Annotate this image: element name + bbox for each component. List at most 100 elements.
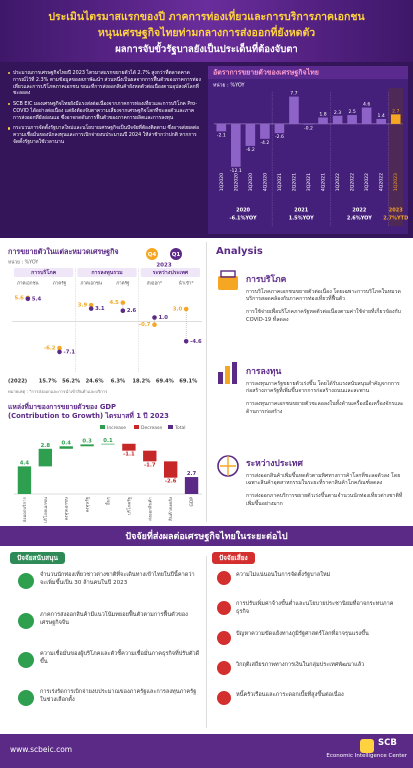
- value-label: 1.4: [378, 113, 385, 119]
- value-label: -4.6: [190, 339, 202, 345]
- x-tick-label: 1Q2023: [393, 173, 399, 191]
- x-tick-label: ภาคเอกชน: [80, 281, 102, 287]
- dot: [183, 306, 189, 312]
- x-tick-label: 4Q2021: [321, 173, 327, 191]
- outlook-title: ปัจจัยที่ส่งผลต่อเศรษฐกิจไทยในระยะต่อไป: [125, 532, 288, 542]
- analysis-title: Analysis: [216, 246, 263, 257]
- x-tick-label: ภาครัฐ: [53, 281, 67, 287]
- value-label: 0.3: [82, 438, 92, 444]
- bar: [216, 123, 227, 132]
- value-label: 2.6: [127, 308, 137, 314]
- support-item: การเร่งรัดการเบิกจ่ายงบประมาณของภาครัฐแล…: [40, 689, 197, 703]
- analysis-heading: การบริโภค: [246, 275, 287, 285]
- bar: [17, 466, 32, 494]
- chart-title: การขยายตัวในแต่ละหมวดเศรษฐกิจ: [8, 247, 119, 257]
- x-tick-label: บริโภคเอกชน: [42, 497, 49, 523]
- risk-item: วิกฤติเสถียรภาพทางการเงินในกลุ่มประเทศพั…: [236, 662, 365, 668]
- bar: [143, 450, 157, 462]
- icon-investment: [218, 362, 237, 384]
- annual-label: 1.5%YOY: [289, 216, 314, 222]
- value-label: 5.6: [14, 295, 24, 301]
- value-label: 2.3: [334, 110, 341, 116]
- year-label: 2023: [389, 208, 403, 214]
- value-label: -4.2: [260, 140, 269, 146]
- bar: [101, 443, 115, 445]
- x-tick-label: อื่นๆ: [105, 496, 112, 505]
- value-label: -12.1: [230, 168, 242, 174]
- x-tick-label: 1Q2022: [335, 173, 341, 191]
- value-label: 1.0: [159, 315, 169, 321]
- value-label: 4.5: [109, 300, 119, 306]
- footer-url: www.scbeic.com: [10, 745, 73, 754]
- dot: [120, 308, 126, 314]
- value-label: 3.9: [78, 303, 88, 309]
- bar: [122, 443, 136, 451]
- x-tick-label: ลงทุนเอกชน: [64, 497, 70, 521]
- analysis-section: การลงทุน การลงทุนภาครัฐขยายตัวเร่งขึ้น โด…: [246, 364, 404, 422]
- analysis-point: การลงทุนภาคเอกชนขยายตัวชะลอลงในทั้งด้านเ…: [246, 401, 404, 415]
- summary-point: ประมาณการเศรษฐกิจไทยปี 2023 ไตรมาสแรกขยา…: [8, 70, 202, 97]
- legend-year: 2023: [156, 263, 171, 269]
- annual-label: -6.1%YOY: [230, 216, 257, 222]
- x-tick-label: นำเข้า*: [179, 280, 195, 287]
- chart-title: (Contribution to Growth) ไตรมาสที่ 1 ปี …: [8, 410, 169, 420]
- x-tick-label: 2Q2021: [291, 173, 297, 191]
- value-label: -2.6: [275, 134, 284, 140]
- value-label: -1.1: [123, 452, 135, 458]
- dot: [57, 345, 62, 351]
- header-bg: [0, 0, 413, 62]
- bar: [231, 123, 241, 167]
- bar: [260, 123, 270, 139]
- analysis-point: การส่งออกสินค้าเพิ่มขึ้นหดตัวตามทิศทางกา…: [246, 473, 401, 487]
- bar: [390, 114, 401, 124]
- bar: [376, 118, 386, 124]
- legend-swatch: [170, 248, 182, 260]
- x-tick-label: 3Q2022: [364, 173, 370, 191]
- value-label: -2.1: [217, 132, 226, 138]
- dot: [152, 315, 157, 320]
- bar: [59, 446, 73, 449]
- risk-item: ความไม่แน่นอนในการจัดตั้งรัฐบาลใหม่: [236, 572, 331, 578]
- bar: [332, 115, 343, 124]
- legend-label: Decrease: [141, 425, 162, 431]
- outlook-banner: [0, 526, 413, 546]
- annual-label: 2.7%YTD: [383, 216, 408, 222]
- dot: [183, 339, 189, 344]
- legend-label: Total: [174, 425, 186, 431]
- x-tick-label: ภาครัฐ: [116, 281, 130, 287]
- group-box: [140, 268, 200, 277]
- value-label: 2.8: [41, 443, 51, 449]
- support-heading: ปัจจัยสนับสนุน: [10, 552, 65, 564]
- year-label: 2020: [236, 208, 250, 214]
- x-tick-label: ส่งออกสินค้า: [147, 496, 153, 520]
- bar: [245, 123, 256, 146]
- summary-point: SCB EIC มองเศรษฐกิจไทยยังมีแรงส่งต่อเนื่…: [8, 101, 202, 121]
- dot: [88, 306, 94, 311]
- group-box: [14, 268, 74, 277]
- year-label: 2022: [352, 208, 366, 214]
- x-tick-label: 1Q2021: [277, 173, 283, 191]
- risk-item: การปรับเพิ่มค่าจ้างขั้นต่ำและนโยบายประชา…: [236, 601, 394, 615]
- value-label: 2.7: [187, 471, 197, 477]
- value-label: -0.7: [139, 322, 151, 328]
- value-label: 1.8: [319, 112, 326, 118]
- summary: ประมาณการเศรษฐกิจไทยปี 2023 ไตรมาสแรกขยา…: [8, 70, 202, 150]
- summary-point: กระบวนการจัดตั้งรัฐบาลใหม่และนโยบายเศรษฐ…: [8, 125, 202, 145]
- legend-swatch: [100, 425, 105, 429]
- bar: [184, 477, 199, 494]
- divider: [206, 556, 207, 728]
- note: หมายเหตุ : *การส่งออกและการนำเข้าสินค้าแ…: [8, 389, 108, 395]
- share-value: 56.2%: [62, 379, 81, 385]
- legend-label: Q1: [172, 252, 181, 258]
- analysis-point: การใช้จ่ายเพื่อบริโภคภาครัฐหดตัวต่อเนื่อ…: [246, 309, 401, 323]
- unit-label: หน่วย : %YOY: [8, 260, 38, 266]
- dot: [120, 300, 126, 305]
- chart-title: แหล่งที่มาของการขยายตัวของ GDP: [8, 401, 116, 411]
- x-tick-label: 1Q2020: [219, 173, 225, 191]
- analysis-heading: การลงทุน: [246, 367, 282, 377]
- legend-label: Q4: [148, 252, 157, 258]
- analysis-heading: ระหว่างประเทศ: [246, 459, 303, 469]
- dot: [25, 296, 31, 302]
